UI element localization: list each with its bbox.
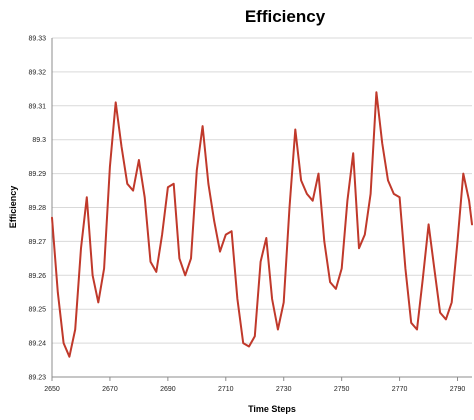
x-tick-label: 2710 bbox=[218, 386, 234, 393]
y-tick-label: 89.25 bbox=[28, 307, 46, 314]
y-axis-tick-labels: 89.23 89.24 89.25 89.26 89.27 89.28 89.29 89.3 8… bbox=[28, 36, 46, 382]
x-tick-label: 2690 bbox=[160, 386, 176, 393]
x-tick-label: 2750 bbox=[334, 386, 350, 393]
y-tick-label: 89.3 bbox=[32, 137, 46, 144]
efficiency-series-line bbox=[51, 91, 473, 358]
series-layer bbox=[51, 91, 473, 358]
y-gridlines bbox=[52, 37, 472, 378]
y-tick-label: 89.29 bbox=[28, 171, 46, 178]
x-tick-label: 2650 bbox=[44, 386, 60, 393]
y-tick-label: 89.32 bbox=[28, 69, 46, 76]
y-tick-label: 89.31 bbox=[28, 103, 46, 110]
x-tick-label: 2790 bbox=[450, 386, 466, 393]
y-tick-label: 89.26 bbox=[28, 273, 46, 280]
y-tick-label: 89.24 bbox=[28, 341, 46, 348]
x-axis-label: Time Steps bbox=[248, 404, 296, 414]
y-tick-label: 89.33 bbox=[28, 36, 46, 43]
chart-title: Efficiency bbox=[245, 7, 326, 26]
x-tick-label: 2770 bbox=[392, 386, 408, 393]
x-axis-tick-labels: 2650 2670 2690 2710 2730 2750 2770 2790 bbox=[44, 377, 465, 393]
y-axis-label: Efficiency bbox=[8, 186, 18, 229]
y-tick-label: 89.28 bbox=[28, 205, 46, 212]
x-tick-label: 2670 bbox=[102, 386, 118, 393]
y-tick-label: 89.23 bbox=[28, 375, 46, 382]
x-tick-label: 2730 bbox=[276, 386, 292, 393]
y-tick-label: 89.27 bbox=[28, 239, 46, 246]
